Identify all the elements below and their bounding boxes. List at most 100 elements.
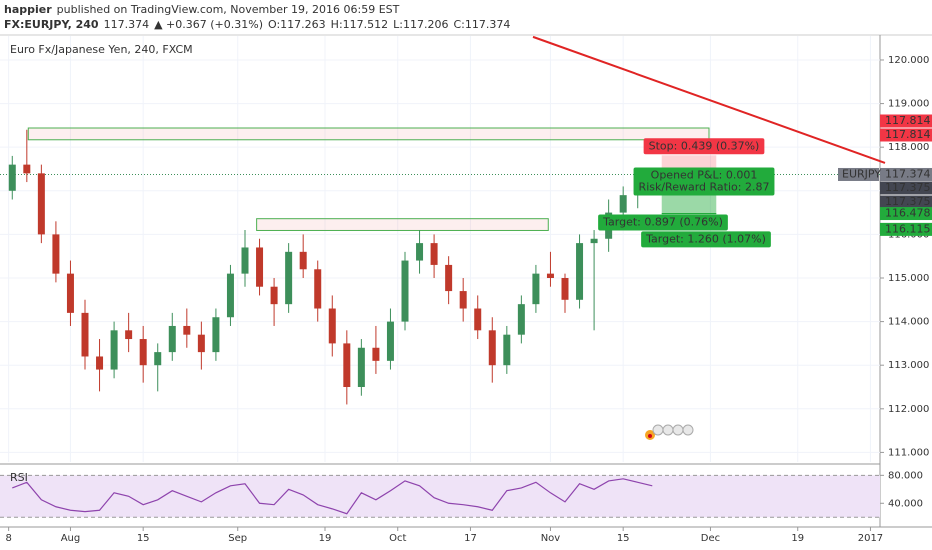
candle-body (517, 304, 525, 335)
candle-body (125, 330, 133, 340)
candle-body (299, 251, 307, 270)
price-change: ▲ +0.367 (+0.31%) (154, 18, 263, 31)
candle-body (445, 264, 453, 292)
y-tick-label: 80.000 (888, 470, 923, 481)
price-badge-text: 117.814 (885, 128, 931, 141)
candle-body (110, 330, 118, 370)
published-line: published on TradingView.com, November 1… (57, 3, 400, 16)
candle-body (546, 273, 554, 278)
candle-body (8, 164, 16, 191)
trendline (532, 35, 886, 164)
event-icons (645, 424, 694, 440)
x-tick-label: 8 (5, 533, 11, 544)
candle-body (590, 238, 598, 244)
target-label: Target: 0.897 (0.76%) (598, 214, 728, 231)
pnl-label-box (633, 167, 775, 196)
candle-body (357, 347, 365, 388)
ohlc-value: C:117.374 (453, 18, 510, 31)
candle-body (314, 269, 322, 309)
candle-body (619, 195, 627, 213)
candle-body (226, 273, 234, 318)
candle-body (343, 343, 351, 388)
target-label-text: Target: 0.897 (0.76%) (602, 216, 723, 229)
candle-body (401, 260, 409, 322)
zone (256, 218, 549, 231)
x-tick-label: 15 (617, 533, 630, 544)
price-badge (880, 195, 932, 209)
target-label-box (641, 231, 771, 248)
candle-body (168, 325, 176, 353)
x-tick-label: Sep (228, 533, 247, 544)
pnl-label-text: Opened P&L: 0.001 (651, 168, 758, 181)
x-tick-label: Oct (389, 533, 406, 544)
price-badge-text: 116.478 (885, 207, 931, 220)
y-tick-label: 115.000 (888, 273, 929, 284)
target-label-box (598, 214, 728, 231)
symbol: FX:EURJPY, 240 (4, 18, 99, 31)
y-tick-label: 112.000 (888, 404, 929, 415)
x-tick-label: 19 (791, 533, 804, 544)
price-badge-text: 117.375 (885, 181, 931, 194)
target-label-text: Target: 1.260 (1.07%) (645, 232, 766, 245)
candle-body (372, 347, 380, 361)
price-badge (880, 222, 932, 236)
candle-body (81, 312, 89, 357)
y-tick-label: 111.000 (888, 447, 929, 458)
x-tick-label: Nov (541, 533, 561, 544)
rsi-line (12, 478, 653, 515)
stop-label-box (643, 138, 765, 155)
price-badge (880, 167, 932, 181)
candle-body (241, 247, 249, 274)
y-tick-label: 118.000 (888, 142, 929, 153)
candle-body (386, 321, 394, 361)
candle-body (328, 308, 336, 344)
price-badge-text: 117.375 (885, 195, 931, 208)
candle-body (459, 291, 467, 309)
candle-body (139, 339, 147, 366)
candle-body (285, 251, 293, 305)
price-badge (880, 207, 932, 221)
candle-body (474, 308, 482, 331)
candle-body (212, 317, 220, 353)
candle-body (270, 286, 278, 305)
ohlc-value: O:117.263 (268, 18, 326, 31)
author: happier (4, 3, 52, 16)
rsi-band (0, 475, 880, 518)
candle-body (430, 243, 438, 265)
x-tick-label: 17 (464, 533, 477, 544)
y-tick-label: 113.000 (888, 360, 929, 371)
price-badge (880, 128, 932, 142)
y-tick-label: 114.000 (888, 317, 929, 328)
symbol-badge (838, 167, 879, 181)
y-tick-label: 119.000 (888, 99, 929, 110)
x-tick-label: Dec (701, 533, 720, 544)
candle-body (37, 173, 45, 235)
last-price: 117.374 (104, 18, 150, 31)
y-tick-label: 120.000 (888, 55, 929, 66)
price-badge-text: 117.814 (885, 114, 931, 127)
candle-body (488, 330, 496, 366)
x-tick-label: 19 (319, 533, 332, 544)
x-tick-label: 2017 (858, 533, 883, 544)
candle-body (256, 247, 264, 287)
candle-body (576, 243, 584, 300)
stop-label-text: Stop: 0.439 (0.37%) (649, 139, 760, 152)
target-label: Target: 1.260 (1.07%) (641, 231, 771, 248)
candle-body (154, 352, 162, 366)
symbol-badge-text: EURJPY (842, 167, 881, 180)
candle-body (183, 325, 191, 335)
ohlc-value: L:117.206 (393, 18, 448, 31)
candle-body (96, 356, 104, 370)
candle-body (561, 277, 569, 300)
price-badge-text: 117.374 (885, 167, 931, 180)
candle-body (503, 334, 511, 366)
rsi-title: RSI (10, 471, 28, 484)
candle-body (532, 273, 540, 305)
candle-body (197, 334, 205, 353)
stop-label: Stop: 0.439 (0.37%) (643, 138, 765, 155)
price-badge (880, 181, 932, 195)
price-badge-text: 116.115 (885, 222, 931, 235)
